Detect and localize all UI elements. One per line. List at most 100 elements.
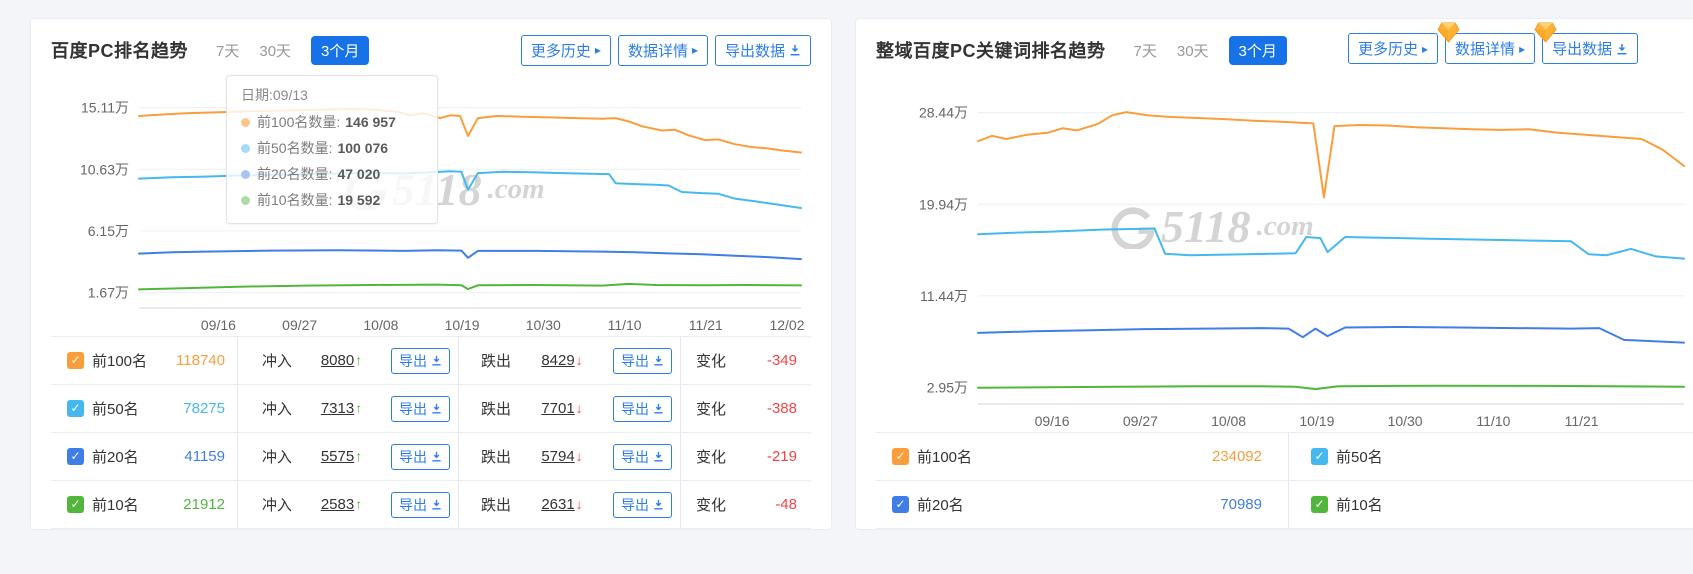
data-details-label: 数据详情 [627, 42, 688, 60]
change-label: 变化 [696, 449, 727, 466]
drop-out-count-link[interactable]: 2631 [541, 495, 575, 513]
filter-3months[interactable]: 3个月 [1228, 35, 1287, 65]
filter-30days[interactable]: 30天 [259, 42, 292, 60]
export-label: 导出 [620, 496, 649, 513]
surge-in-count-link[interactable]: 5575 [320, 447, 355, 465]
svg-text:10/19: 10/19 [1299, 413, 1334, 429]
row-label: 前100名 [92, 353, 148, 370]
change-label: 变化 [696, 497, 727, 514]
svg-text:6.15万: 6.15万 [88, 223, 129, 239]
data-details-button[interactable]: 数据详情 ▸ [1437, 22, 1536, 64]
export-label: 导出 [398, 352, 427, 369]
surge-in-count-link[interactable]: 7313 [320, 399, 355, 417]
up-arrow-icon: ↑ [355, 495, 363, 512]
export-drop-out-button[interactable]: 导出 [612, 395, 672, 422]
card-title: 整域百度PC关键词排名趋势 [876, 41, 1106, 61]
more-history-button[interactable]: 更多历史 ▸ [520, 34, 611, 66]
filter-7days[interactable]: 7天 [1133, 42, 1157, 60]
export-drop-out-button[interactable]: 导出 [612, 491, 672, 518]
checkbox-top100[interactable]: ✓ [67, 352, 84, 369]
checkbox-top50[interactable]: ✓ [1311, 448, 1328, 465]
data-details-button[interactable]: 数据详情 ▸ [617, 34, 708, 66]
download-icon [1617, 43, 1627, 54]
more-history-button[interactable]: 更多历史 ▸ [1348, 33, 1439, 64]
table-row-top10: ✓ 前10名 21912 冲入 2583↑ 导出 跌出 2631↓ 导出 变化 … [51, 481, 811, 529]
surge-in-count-link[interactable]: 8080 [320, 351, 355, 369]
series-dot-top20 [241, 169, 250, 179]
export-data-label: 导出数据 [1552, 41, 1613, 58]
tooltip-value: 146 957 [345, 114, 396, 130]
row-total-value: 41159 [184, 448, 225, 465]
whole-domain-keyword-line-chart[interactable]: 28.44万 19.94万 11.44万 2.95万 09/16 09/27 10/08 10… [876, 75, 1693, 432]
series-dot-top50 [241, 143, 250, 153]
rank-summary-table: ✓ 前100名 118740 冲入 8080↑ 导出 跌出 8429↓ 导出 变… [51, 336, 811, 529]
export-data-button[interactable]: 导出数据 [714, 34, 811, 66]
filter-7days[interactable]: 7天 [216, 42, 240, 60]
export-surge-in-button[interactable]: 导出 [390, 347, 450, 374]
svg-text:09/27: 09/27 [1123, 413, 1158, 429]
table-row: ✓ 前100名 234092 ✓ 前50名 [876, 433, 1693, 481]
filter-3months[interactable]: 3个月 [311, 35, 370, 65]
svg-text:11/21: 11/21 [1565, 413, 1599, 429]
svg-text:1.67万: 1.67万 [88, 285, 129, 301]
export-surge-in-button[interactable]: 导出 [390, 395, 450, 422]
download-icon [654, 451, 663, 462]
row-label: 前100名 [917, 449, 973, 466]
card-header: 百度PC排名趋势 7天 30天 3个月 更多历史 ▸ 数据详情 ▸ 导出数据 [51, 31, 811, 69]
checkbox-top10[interactable]: ✓ [67, 496, 84, 513]
tooltip-value: 47 020 [337, 166, 381, 182]
time-range-filters: 7天 30天 3个月 [216, 35, 370, 65]
export-surge-in-button[interactable]: 导出 [390, 443, 450, 470]
change-label: 变化 [696, 353, 727, 370]
svg-text:12/02: 12/02 [769, 317, 804, 333]
check-icon: ✓ [70, 401, 81, 415]
drop-out-count-link[interactable]: 5794 [541, 447, 575, 465]
export-surge-in-button[interactable]: 导出 [390, 491, 450, 518]
checkbox-top20[interactable]: ✓ [67, 448, 84, 465]
svg-text:10/30: 10/30 [1388, 413, 1423, 429]
checkbox-top20[interactable]: ✓ [892, 496, 909, 513]
download-icon [432, 355, 441, 366]
tooltip-value: 100 076 [337, 140, 389, 156]
download-icon [654, 499, 663, 510]
export-drop-out-button[interactable]: 导出 [612, 347, 672, 374]
keyword-rank-chart-area: 5118 .com 28.44万 19.94万 11.44万 2.95万 09/16 09… [876, 75, 1693, 432]
tooltip-item: 前50名数量: 100 076 [241, 135, 423, 161]
down-arrow-icon: ↓ [575, 495, 583, 512]
drop-out-count-link[interactable]: 7701 [541, 399, 575, 417]
svg-text:10/19: 10/19 [445, 317, 480, 333]
svg-text:2.95万: 2.95万 [927, 379, 968, 395]
card-title: 百度PC排名趋势 [51, 41, 189, 61]
export-drop-out-button[interactable]: 导出 [612, 443, 672, 470]
svg-text:10.63万: 10.63万 [80, 161, 129, 177]
checkbox-top50[interactable]: ✓ [67, 400, 84, 417]
surge-in-count-link[interactable]: 2583 [320, 495, 355, 513]
svg-text:28.44万: 28.44万 [919, 105, 968, 121]
row-total-value: 70989 [1220, 496, 1262, 513]
card-header: 整域百度PC关键词排名趋势 7天 30天 3个月 更多历史 ▸ 数据详情 ▸ [876, 22, 1693, 69]
row-total-value: 21912 [183, 496, 225, 513]
change-label: 变化 [696, 401, 727, 418]
filter-30days[interactable]: 30天 [1176, 42, 1209, 60]
change-value: -349 [766, 352, 797, 369]
export-label: 导出 [620, 448, 649, 465]
export-data-button[interactable]: 导出数据 [1534, 22, 1639, 64]
baidu-pc-rank-line-chart[interactable]: 15.11万 10.63万 6.15万 1.67万 09/16 09/27 10/08 10/… [51, 75, 811, 336]
checkbox-top100[interactable]: ✓ [892, 448, 909, 465]
up-arrow-icon: ↑ [355, 447, 363, 464]
series-dot-top10 [241, 195, 250, 205]
drop-out-label: 跌出 [481, 497, 512, 514]
down-arrow-icon: ↓ [575, 351, 583, 368]
tooltip-label: 前100名数量: [257, 114, 341, 130]
row-label: 前50名 [1336, 449, 1383, 466]
svg-text:11.44万: 11.44万 [920, 288, 968, 304]
export-data-label: 导出数据 [724, 42, 785, 60]
drop-out-count-link[interactable]: 8429 [541, 351, 575, 369]
caret-right-icon: ▸ [1422, 41, 1429, 56]
table-row-top100: ✓ 前100名 118740 冲入 8080↑ 导出 跌出 8429↓ 导出 变… [51, 337, 811, 385]
tooltip-item: 前100名数量: 146 957 [241, 109, 423, 135]
download-icon [432, 451, 441, 462]
checkbox-top10[interactable]: ✓ [1311, 496, 1328, 513]
export-label: 导出 [620, 352, 649, 369]
down-arrow-icon: ↓ [575, 447, 583, 464]
